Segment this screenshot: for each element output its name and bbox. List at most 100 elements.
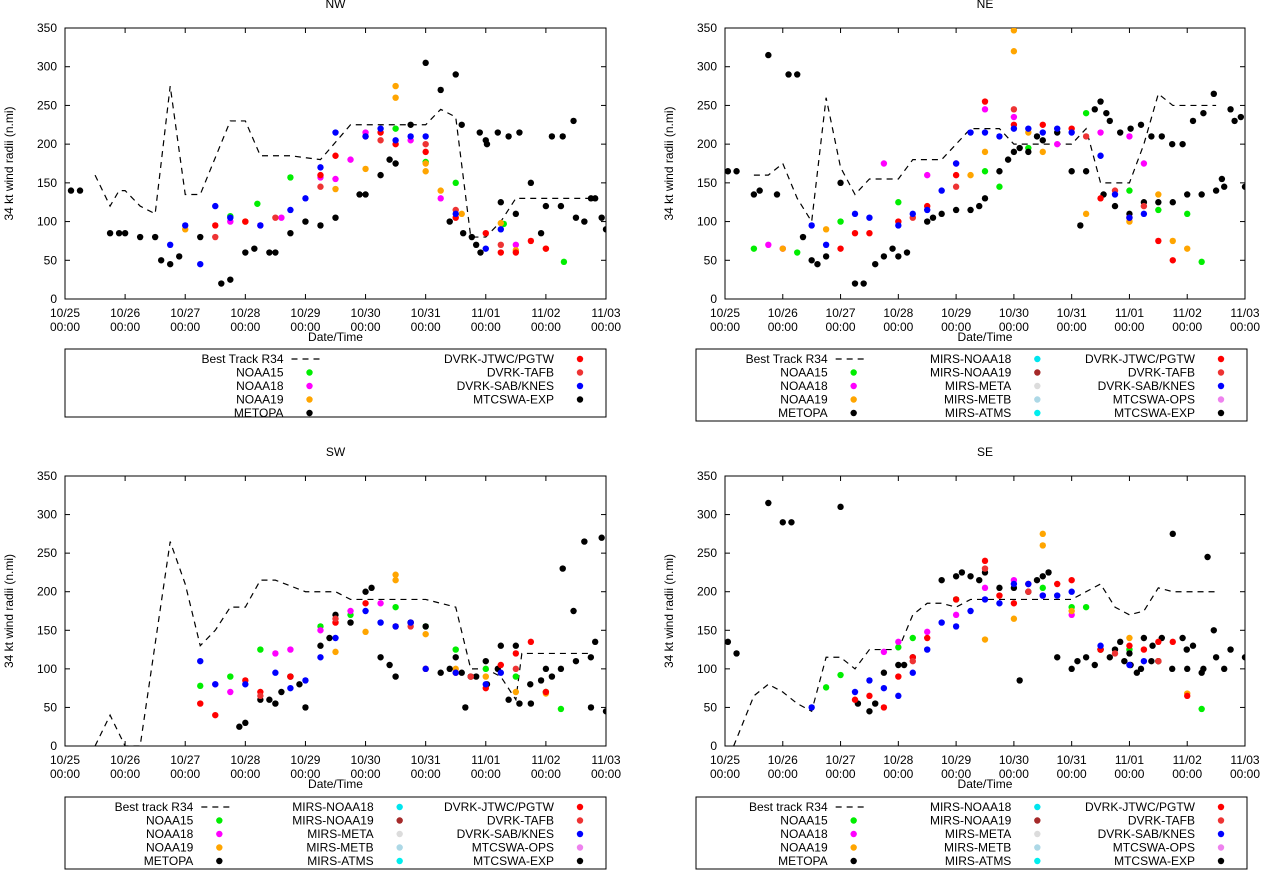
point-dvrk-sab-knes — [1025, 580, 1032, 588]
point-mtcswa-exp — [1241, 183, 1245, 190]
x-tick-label-date: 10/25 — [50, 753, 80, 767]
plot-frame — [724, 27, 1246, 300]
point-noaa18 — [924, 628, 931, 636]
point-mtcswa-exp — [458, 121, 465, 128]
point-mtcswa-exp — [362, 191, 369, 198]
point-noaa15 — [996, 183, 1003, 190]
legend-label: DVRK-SAB/KNES — [457, 827, 554, 841]
point-mtcswa-exp — [938, 210, 945, 218]
x-tick-label-time: 00:00 — [710, 767, 740, 781]
legend-label: NOAA15 — [236, 366, 284, 380]
point-mtcswa-exp — [822, 253, 830, 260]
point-noaa19 — [1039, 148, 1046, 156]
x-tick-label-date: 10/26 — [110, 306, 140, 320]
point-mtcswa-exp — [733, 168, 740, 175]
x-tick-label-time: 00:00 — [883, 320, 913, 334]
point-mtcswa-exp — [422, 623, 429, 630]
point-mtcswa-exp — [407, 121, 414, 128]
x-tick-label-date: 10/31 — [1057, 753, 1087, 767]
point-mtcswa-exp — [570, 607, 577, 615]
point-noaa18 — [377, 600, 384, 607]
legend-label: NOAA18 — [146, 827, 194, 841]
legend-dot-swatch — [1034, 844, 1041, 851]
point-mtcswa-exp — [242, 719, 249, 727]
point-mtcswa-exp — [1198, 191, 1205, 198]
point-dvrk-sab-knes — [981, 129, 989, 136]
y-tick-label: 50 — [44, 253, 58, 267]
x-tick-label-date: 10/30 — [999, 306, 1029, 320]
point-noaa19 — [981, 636, 989, 643]
x-tick-label-date: 11/03 — [591, 306, 620, 320]
y-tick-label: 0 — [710, 292, 717, 306]
plot-area — [725, 499, 1245, 746]
point-dvrk-sab-knes — [227, 214, 234, 221]
legend-label: MIRS-NOAA19 — [292, 814, 374, 828]
legend-label: MTCSWA-OPS — [1113, 841, 1195, 855]
point-dvrk-jtwc-pgtw — [497, 249, 505, 256]
y-axis-label: 34 kt wind radii (n.mi) — [2, 106, 16, 220]
point-mtcswa-exp — [773, 191, 781, 198]
point-dvrk-jtwc-pgtw — [542, 245, 550, 252]
legend-dot-swatch — [216, 830, 223, 838]
legend-label: MIRS-NOAA19 — [930, 814, 1012, 828]
x-tick-label-date: 10/30 — [351, 753, 381, 767]
x-tick-label-time: 00:00 — [471, 320, 501, 334]
point-mtcswa-exp — [1045, 569, 1052, 576]
point-mtcswa-exp — [497, 642, 505, 649]
legend-dot-swatch — [396, 817, 403, 824]
point-mtcswa-exp — [895, 661, 902, 669]
legend-label: NOAA19 — [780, 393, 828, 407]
x-tick-label-time: 00:00 — [471, 767, 501, 781]
legend-label: DVRK-JTWC/PGTW — [444, 352, 555, 366]
point-mtcswa-exp — [598, 214, 605, 221]
legend-label: DVRK-JTWC/PGTW — [444, 800, 555, 814]
point-dvrk-sab-knes — [952, 623, 960, 630]
point-noaa19 — [1010, 48, 1018, 55]
point-dvrk-sab-knes — [362, 607, 369, 615]
point-dvrk-sab-knes — [362, 133, 369, 140]
point-mtcswa-exp — [725, 638, 732, 646]
point-dvrk-sab-knes — [1126, 214, 1133, 221]
panel-ne: NE05010015020025030035010/2500:0010/2600… — [662, 0, 1260, 422]
point-dvrk-sab-knes — [302, 677, 309, 684]
point-dvrk-sab-knes — [302, 195, 309, 202]
point-mtcswa-exp — [799, 233, 807, 241]
point-dvrk-jtwc-pgtw — [542, 688, 550, 696]
point-noaa15 — [452, 179, 459, 187]
point-noaa18 — [287, 646, 294, 653]
point-mtcswa-exp — [880, 253, 888, 260]
x-tick-label-date: 10/30 — [999, 753, 1029, 767]
point-dvrk-sab-knes — [497, 669, 505, 676]
legend-dot-swatch — [576, 803, 584, 811]
point-dvrk-sab-knes — [880, 684, 888, 692]
point-mtcswa-exp — [1016, 677, 1023, 684]
y-tick-label: 200 — [697, 585, 717, 599]
point-dvrk-jtwc-pgtw — [362, 600, 369, 607]
point-noaa18 — [437, 195, 444, 202]
point-noaa15 — [750, 245, 758, 252]
point-dvrk-sab-knes — [1068, 588, 1075, 595]
point-dvrk-jtwc-pgtw — [482, 229, 489, 237]
x-tick-label-time: 00:00 — [170, 320, 200, 334]
x-tick-label-date: 10/27 — [170, 753, 200, 767]
point-noaa19 — [422, 168, 429, 175]
point-mtcswa-exp — [602, 708, 606, 715]
point-dvrk-jtwc-pgtw — [527, 638, 535, 646]
point-mtcswa-exp — [452, 654, 459, 661]
point-noaa15 — [452, 646, 459, 653]
point-dvrk-sab-knes — [242, 681, 249, 688]
best-track-line — [733, 583, 1217, 746]
plot-frame — [64, 475, 607, 747]
point-mtcswa-exp — [1210, 627, 1218, 634]
point-dvrk-sab-knes — [981, 596, 989, 603]
point-mtcswa-exp — [317, 642, 324, 649]
point-noaa15 — [837, 671, 844, 679]
x-tick-label-date: 10/28 — [883, 306, 913, 320]
point-mtcswa-exp — [1039, 137, 1046, 144]
point-mtcswa-exp — [1025, 148, 1032, 156]
point-dvrk-jtwc-pgtw — [837, 245, 844, 252]
point-dvrk-tafb — [981, 565, 989, 572]
x-tick-label-time: 00:00 — [50, 320, 80, 334]
point-mtcswa-exp — [981, 195, 989, 202]
point-mtcswa-exp — [785, 71, 792, 78]
